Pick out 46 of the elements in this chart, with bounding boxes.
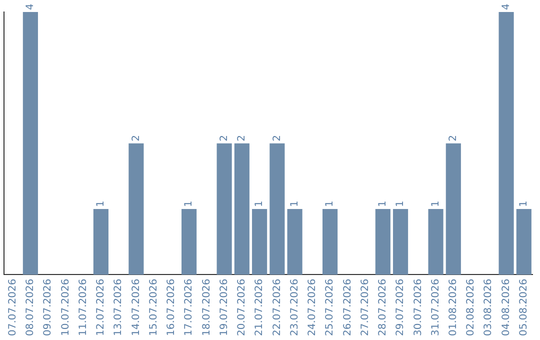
x-tick-label: 08.07.2026 <box>25 278 36 336</box>
data-label: 4 <box>25 4 36 10</box>
x-tick-label: 04.08.2026 <box>500 278 512 336</box>
data-label: 2 <box>236 134 248 142</box>
x-tick-label: 18.07.2026 <box>201 278 212 336</box>
x-tick-label: 22.07.2026 <box>272 278 283 336</box>
data-label: 1 <box>324 200 336 208</box>
x-tick-label: 25.07.2026 <box>324 278 336 336</box>
x-tick-label: 01.08.2026 <box>448 278 459 336</box>
data-label: 2 <box>218 134 230 142</box>
x-tick-label: 03.08.2026 <box>483 278 494 336</box>
x-tick-label: 16.07.2026 <box>166 278 178 336</box>
x-tick-label: 19.07.2026 <box>218 278 230 336</box>
data-label: 4 <box>500 4 512 10</box>
data-label: 2 <box>272 134 283 142</box>
x-tick-label: 20.07.2026 <box>236 278 248 336</box>
data-label: 1 <box>395 200 406 208</box>
data-label: 1 <box>254 200 266 208</box>
x-tick-label: 28.07.2026 <box>378 278 389 336</box>
x-tick-label: 30.07.2026 <box>412 278 424 336</box>
x-tick-label: 27.07.2026 <box>360 278 371 336</box>
x-tick-label: 13.07.2026 <box>113 278 124 336</box>
x-tick-label: 11.07.2026 <box>78 278 89 336</box>
data-label: 1 <box>430 200 442 208</box>
x-tick-label: 24.07.2026 <box>307 278 318 336</box>
x-tick-label: 26.07.2026 <box>342 278 354 336</box>
x-tick-label: 15.07.2026 <box>148 278 160 336</box>
data-label: 2 <box>130 134 142 142</box>
x-tick-label: 23.07.2026 <box>289 278 300 336</box>
data-label: 2 <box>448 134 459 142</box>
data-label: 1 <box>96 200 107 208</box>
data-label: 1 <box>518 200 530 208</box>
x-tick-label: 10.07.2026 <box>60 278 72 336</box>
x-tick-label: 29.07.2026 <box>395 278 406 336</box>
data-label: 1 <box>184 200 195 208</box>
x-tick-label: 31.07.2026 <box>430 278 442 336</box>
x-tick-label: 02.08.2026 <box>466 278 477 336</box>
x-tick-label: 17.07.2026 <box>184 278 195 336</box>
data-label: 1 <box>289 200 300 208</box>
x-tick-label: 07.07.2026 <box>7 278 18 336</box>
x-tick-label: 05.08.2026 <box>518 278 530 336</box>
x-tick-label: 09.07.2026 <box>42 278 54 336</box>
x-tick-label: 12.07.2026 <box>96 278 107 336</box>
x-tick-label: 21.07.2026 <box>254 278 266 336</box>
x-tick-label: 14.07.2026 <box>130 278 142 336</box>
data-label: 1 <box>378 200 389 208</box>
